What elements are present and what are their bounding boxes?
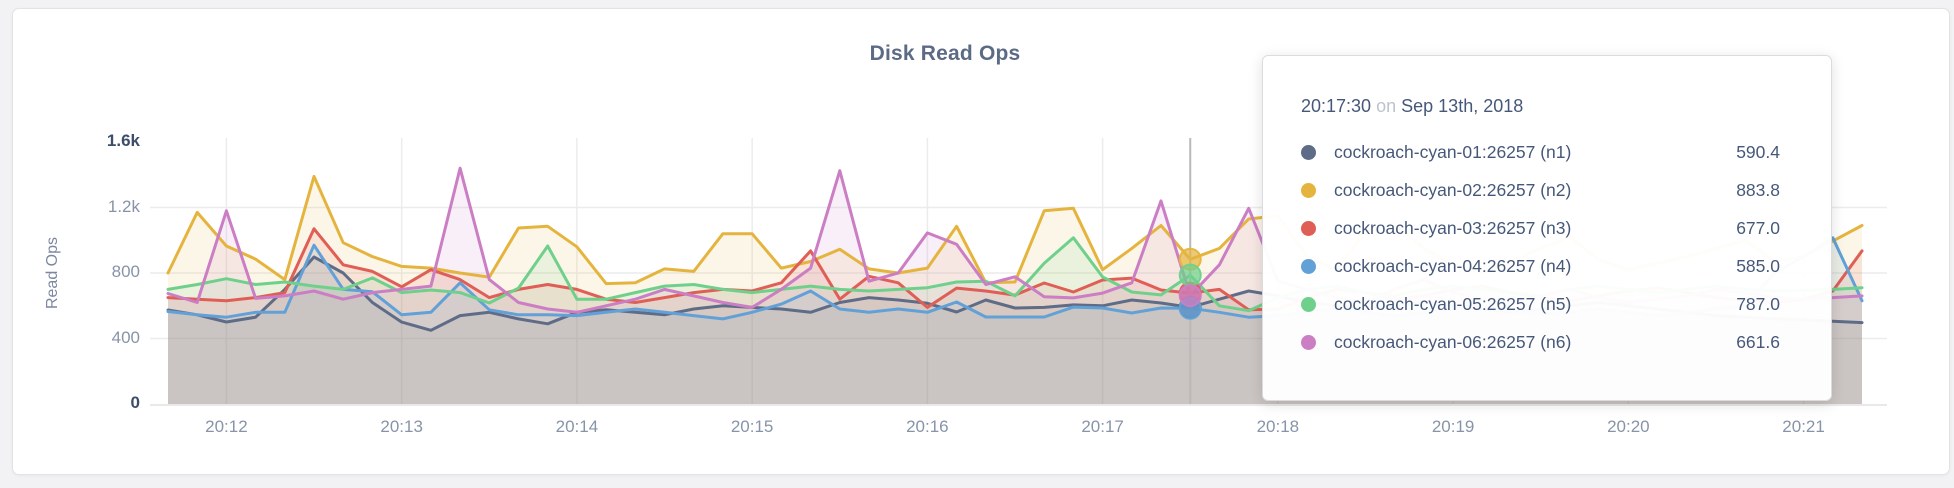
tooltip-time: 20:17:30 <box>1301 96 1372 116</box>
tooltip-row: cockroach-cyan-01:26257 (n1) 590.4 <box>1301 133 1831 171</box>
series-color-dot-icon <box>1301 334 1316 350</box>
series-color-dot-icon <box>1301 144 1316 160</box>
tooltip-rows: cockroach-cyan-01:26257 (n1) 590.4 cockroa… <box>1301 133 1831 361</box>
y-tick-label: 800 <box>111 262 140 281</box>
hover-dot <box>1178 284 1202 308</box>
x-tick-label: 20:20 <box>1607 417 1650 436</box>
tooltip-date: Sep 13th, 2018 <box>1401 96 1524 116</box>
x-tick-label: 20:17 <box>1081 417 1124 436</box>
tooltip-series-name: cockroach-cyan-01:26257 (n1) <box>1334 141 1572 162</box>
tooltip-series-value: 585.0 <box>1736 255 1780 276</box>
tooltip-series-name: cockroach-cyan-03:26257 (n3) <box>1334 217 1572 238</box>
x-tick-label: 20:18 <box>1256 417 1300 436</box>
y-tick-label: 400 <box>111 327 140 347</box>
series-color-dot-icon <box>1301 220 1316 236</box>
tooltip-header: 20:17:30 on Sep 13th, 2018 <box>1301 96 1831 117</box>
series-color-dot-icon <box>1301 296 1316 312</box>
x-tick-label: 20:13 <box>380 417 423 436</box>
chart-title: Disk Read Ops <box>869 42 1021 65</box>
tooltip-row: cockroach-cyan-02:26257 (n2) 883.8 <box>1301 171 1831 209</box>
tooltip-on-word: on <box>1376 96 1397 116</box>
series-color-dot-icon <box>1301 258 1316 274</box>
x-tick-label: 20:14 <box>555 417 599 436</box>
tooltip-row: cockroach-cyan-04:26257 (n4) 585.0 <box>1301 247 1831 285</box>
x-tick-label: 20:12 <box>205 417 248 436</box>
x-tick-label: 20:19 <box>1431 417 1475 436</box>
x-tick-label: 20:21 <box>1782 417 1825 436</box>
tooltip-series-value: 590.4 <box>1736 141 1780 162</box>
tooltip-series-value: 787.0 <box>1736 293 1780 314</box>
tooltip-series-name: cockroach-cyan-04:26257 (n4) <box>1334 255 1572 276</box>
tooltip-row: cockroach-cyan-03:26257 (n3) 677.0 <box>1301 209 1831 247</box>
series-color-dot-icon <box>1301 182 1316 198</box>
tooltip-series-name: cockroach-cyan-06:26257 (n6) <box>1334 331 1572 352</box>
chart-tooltip: 20:17:30 on Sep 13th, 2018 cockroach-cya… <box>1262 55 1832 401</box>
y-tick-label: 1.2k <box>107 196 140 216</box>
tooltip-series-name: cockroach-cyan-05:26257 (n5) <box>1334 293 1572 314</box>
tooltip-row: cockroach-cyan-06:26257 (n6) 661.6 <box>1301 323 1831 361</box>
tooltip-series-value: 883.8 <box>1736 179 1780 200</box>
x-tick-label: 20:16 <box>906 417 949 436</box>
tooltip-series-value: 661.6 <box>1736 331 1780 352</box>
x-tick-label: 20:15 <box>730 417 774 436</box>
tooltip-series-value: 677.0 <box>1736 217 1780 238</box>
y-tick-label: 1.6k <box>106 131 140 150</box>
tooltip-row: cockroach-cyan-05:26257 (n5) 787.0 <box>1301 285 1831 323</box>
tooltip-series-name: cockroach-cyan-02:26257 (n2) <box>1334 179 1572 200</box>
hover-dot <box>1178 263 1202 287</box>
y-tick-label: 0 <box>130 393 140 412</box>
